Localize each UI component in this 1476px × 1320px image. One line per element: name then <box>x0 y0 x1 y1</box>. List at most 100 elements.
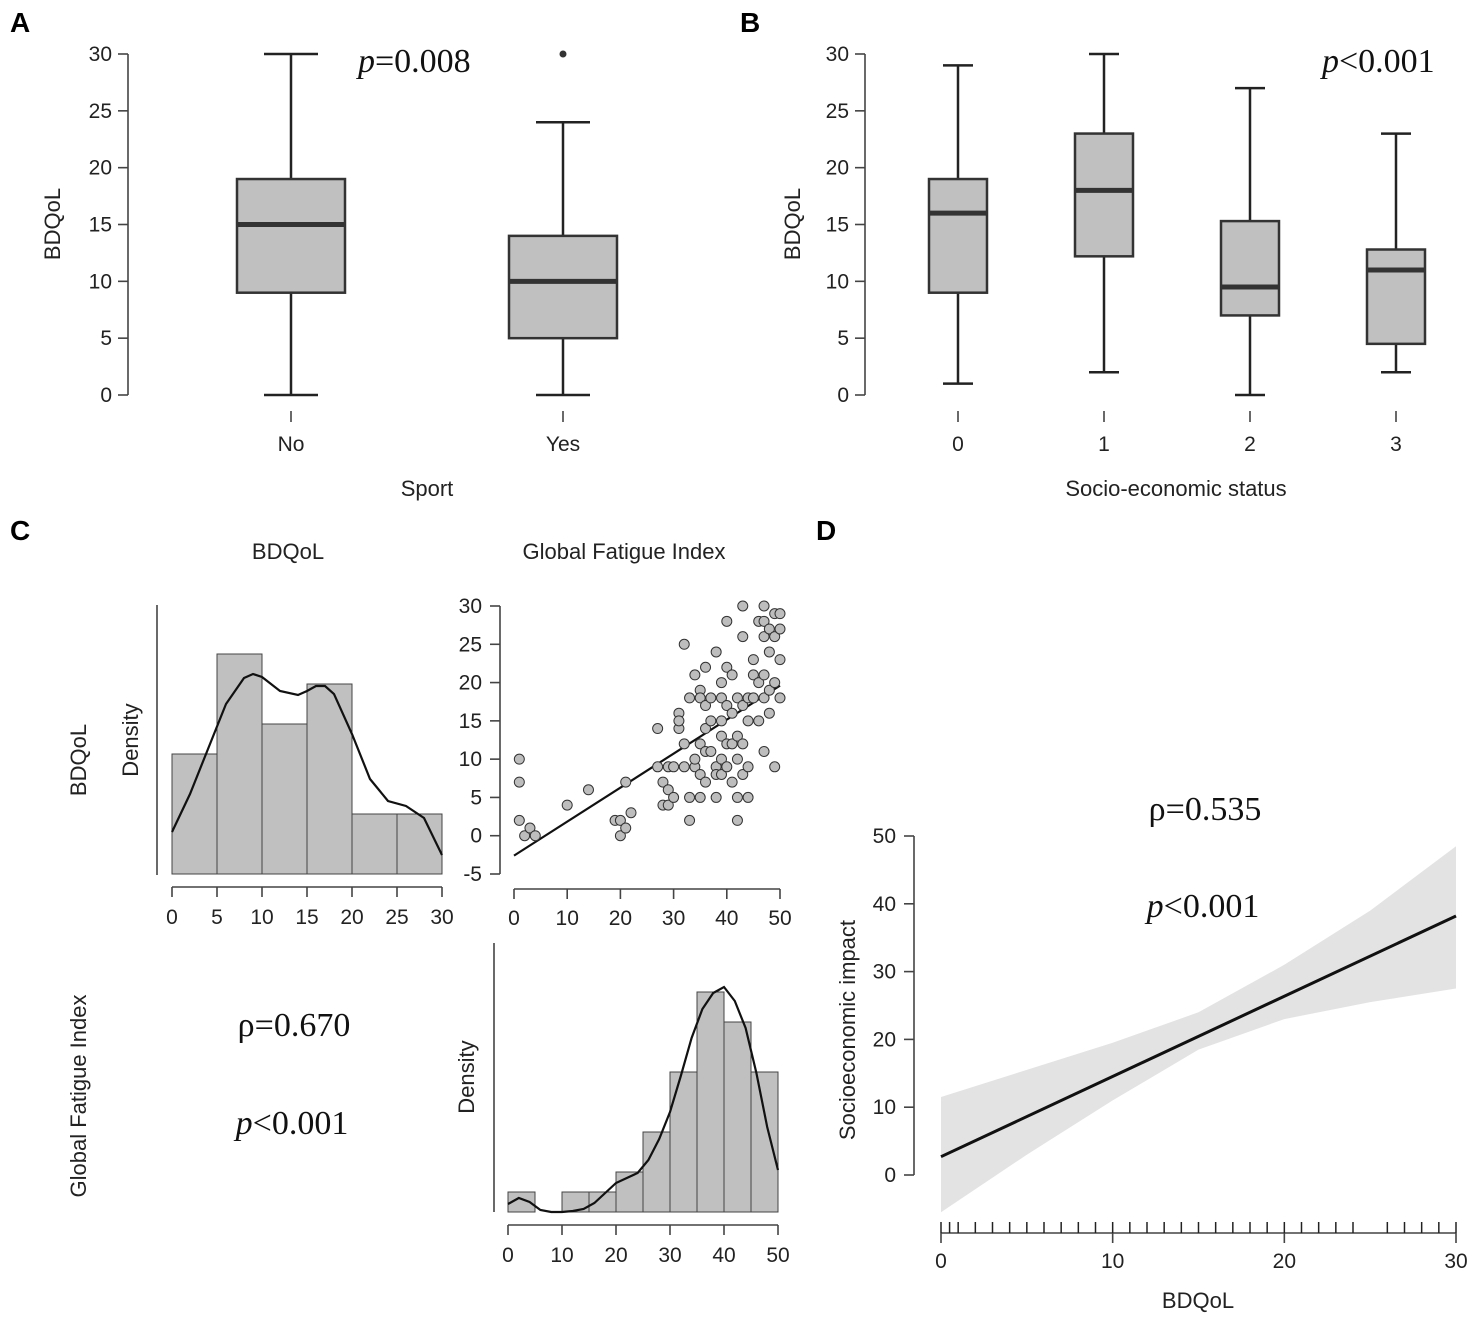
y-tick-label: 0 <box>837 384 849 407</box>
scatter-point <box>689 753 701 765</box>
x-tick-label: 20 <box>340 906 363 929</box>
scatter-point <box>668 761 680 773</box>
x-tick-label: 0 <box>508 907 520 930</box>
y-tick-label: 30 <box>89 43 112 66</box>
histogram-bar <box>750 1071 779 1213</box>
p-value: <0.001 <box>1339 43 1435 80</box>
x-tick-label: 30 <box>1444 1250 1467 1273</box>
scatter-point <box>758 692 770 704</box>
x-tick-label: 2 <box>1244 433 1256 456</box>
scatter-point <box>694 791 706 803</box>
scatter-point <box>769 677 781 689</box>
points <box>513 600 786 842</box>
y-tick-label: 25 <box>826 100 849 123</box>
scatter-point <box>763 623 775 635</box>
p-symbol: p <box>1145 888 1164 925</box>
panel-label-a: A <box>10 7 30 38</box>
y-ticks: -5 0 5 10 15 20 25 30 <box>459 595 500 886</box>
x-ticks: 0 1 2 3 <box>952 411 1402 456</box>
scatter-point <box>737 700 749 712</box>
scatter-point <box>694 692 706 704</box>
scatter-point <box>731 692 743 704</box>
fatigue-histogram: Density 0 10 20 30 40 50 <box>454 943 790 1267</box>
p-symbol: p <box>1320 43 1339 80</box>
rho-annotation: ρ=0.670 <box>238 1007 351 1044</box>
x-tick-label: 1 <box>1098 433 1110 456</box>
scatter-point <box>705 745 717 757</box>
scatter-point <box>753 677 765 689</box>
panel-label-c: C <box>10 515 30 546</box>
scatter-point <box>529 830 541 842</box>
scatter-point <box>774 608 786 620</box>
scatter-point <box>769 631 781 643</box>
y-tick-label: 20 <box>459 672 482 695</box>
scatter-point <box>747 692 759 704</box>
box <box>927 177 989 294</box>
panel-label-b: B <box>740 7 760 38</box>
scatter-point <box>561 799 573 811</box>
histogram-bar <box>216 653 263 875</box>
scatter-point <box>769 761 781 773</box>
x-tick-label: 15 <box>295 906 318 929</box>
y-ticks: 0 5 10 15 20 25 30 <box>89 43 128 407</box>
scatter-point <box>700 661 712 673</box>
scatter-point <box>668 791 680 803</box>
x-tick-label: 0 <box>935 1250 947 1273</box>
scatter-point <box>710 646 722 658</box>
scatter-point <box>689 669 701 681</box>
y-tick-label: 10 <box>873 1096 896 1119</box>
scatter-point <box>758 745 770 757</box>
scatter-plot: -5 0 5 10 15 20 25 30 0 10 20 30 40 50 <box>459 595 792 930</box>
rug-marks <box>940 1222 1457 1233</box>
scatter-point <box>715 753 727 765</box>
scatter-point <box>715 768 727 780</box>
p-value: <0.001 <box>1164 888 1260 925</box>
y-tick-label: 5 <box>837 327 849 350</box>
y-ticks: 0 5 10 15 20 25 30 <box>826 43 865 407</box>
p-value: <0.001 <box>253 1105 349 1142</box>
x-axis-title: Socio-economic status <box>1065 476 1286 501</box>
scatter-point <box>721 615 733 627</box>
scatter-point <box>747 654 759 666</box>
y-axis-title: BDQoL <box>780 188 805 260</box>
x-ticks: 0 10 20 30 40 50 <box>508 889 792 930</box>
histogram-bar <box>507 1191 536 1213</box>
bars <box>507 991 779 1213</box>
histogram-bar <box>171 753 218 875</box>
x-tick-label: 30 <box>430 906 453 929</box>
y-axis-title: BDQoL <box>40 188 65 260</box>
density-label: Density <box>118 703 143 776</box>
scatter-point <box>513 776 525 788</box>
column-header-fatigue: Global Fatigue Index <box>522 539 725 564</box>
scatter-point <box>721 761 733 773</box>
p-symbol: p <box>356 43 375 80</box>
y-tick-label: 0 <box>100 384 112 407</box>
histogram-bar <box>615 1171 644 1213</box>
scatter-point <box>742 761 754 773</box>
panel-d-regression: 0 10 20 30 40 50 0 10 20 30 BDQoL Socioeconomic … <box>835 791 1468 1313</box>
x-tick-label: 0 <box>166 906 178 929</box>
box <box>1073 132 1135 258</box>
scatter-point <box>524 822 536 834</box>
x-ticks: 0 10 20 30 40 50 <box>502 1225 790 1267</box>
y-tick-label: 50 <box>873 825 896 848</box>
scatter-point <box>652 723 664 735</box>
scatter-point <box>684 791 696 803</box>
x-tick-label: 25 <box>385 906 408 929</box>
x-tick-label: 0 <box>502 1244 514 1267</box>
x-tick-label: 40 <box>712 1244 735 1267</box>
y-tick-label: 30 <box>826 43 849 66</box>
y-tick-label: 40 <box>873 893 896 916</box>
x-tick-label: 50 <box>768 907 791 930</box>
scatter-point <box>731 730 743 742</box>
x-tick-label: 30 <box>662 907 685 930</box>
bars <box>171 653 443 875</box>
histogram-bar <box>396 813 443 875</box>
x-ticks: 0 10 20 30 <box>935 1233 1468 1273</box>
scatter-point <box>684 692 696 704</box>
x-tick-label: 3 <box>1390 433 1402 456</box>
x-ticks: 0 5 10 15 20 25 30 <box>166 887 454 929</box>
scatter-point <box>758 615 770 627</box>
p-value-annotation: p<0.001 <box>1320 43 1435 80</box>
